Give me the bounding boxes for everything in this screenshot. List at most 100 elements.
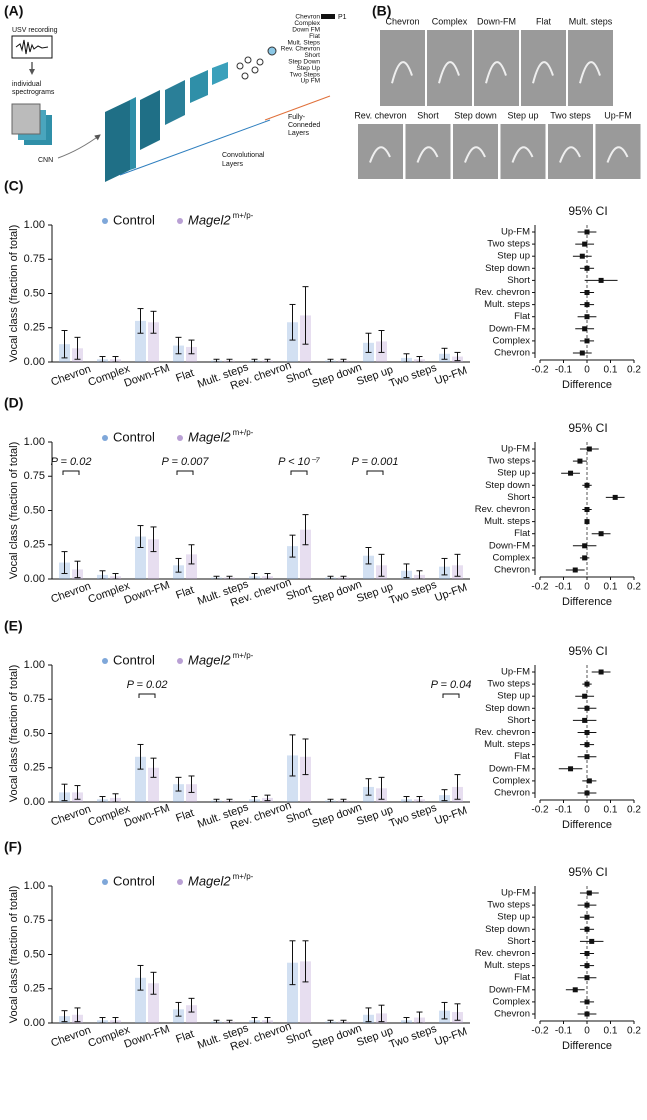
p-value: P = 0.04 (431, 679, 472, 691)
bar (287, 962, 298, 1023)
row-label: Flat (514, 751, 530, 762)
estimate-marker (568, 766, 574, 772)
legend-marker (102, 658, 108, 664)
row-label: Down-FM (489, 984, 530, 995)
example-label: Mult. steps (569, 16, 613, 26)
x-tick-label: Chevron (49, 1024, 92, 1049)
x-tick-label: 0.1 (604, 365, 618, 376)
layer (130, 97, 136, 170)
legend-marker (102, 218, 108, 224)
x-tick-label: 0.2 (627, 805, 641, 816)
bar (300, 756, 311, 802)
row-label: Mult. steps (484, 516, 530, 527)
x-tick-label: Chevron (49, 580, 92, 605)
row-label: Mult. steps (484, 299, 530, 310)
x-tick-label: -0.1 (555, 1026, 573, 1037)
legend-label: Control (113, 652, 155, 667)
example-label: Up-FM (604, 110, 632, 120)
x-tick-label: 0.2 (627, 1026, 641, 1037)
estimate-marker (579, 350, 585, 356)
x-tick-label: Up-FM (433, 805, 469, 828)
row-label: Flat (514, 972, 530, 983)
output-node (267, 46, 277, 56)
row-label: Step up (497, 468, 530, 479)
estimate-marker (584, 290, 590, 295)
estimate-marker (584, 914, 590, 920)
call-trace (532, 61, 554, 84)
row-label: Short (507, 275, 530, 286)
row-label: Rev. chevron (475, 287, 530, 298)
spectrogram-thumb (405, 124, 451, 179)
bar (148, 983, 159, 1023)
bar (148, 539, 159, 579)
estimate-marker (582, 555, 588, 561)
label: CNN (38, 157, 53, 164)
output-label: Chevron (295, 14, 320, 21)
panel-label: (E) (4, 618, 23, 634)
y-axis-label: Vocal class (fraction of total) (8, 225, 20, 363)
spectrogram-thumb (595, 124, 641, 179)
estimate-marker (584, 705, 590, 711)
forest-title: 95% CI (568, 644, 607, 658)
spectrogram (11, 103, 41, 135)
layer (212, 62, 228, 85)
x-tick-label: -0.2 (531, 365, 549, 376)
layer (140, 90, 160, 150)
x-tick-label: -0.1 (555, 805, 573, 816)
y-tick-label: 0.25 (24, 539, 45, 551)
example-label: Chevron (385, 16, 419, 26)
fc-line (264, 95, 331, 121)
call-trace (416, 146, 439, 163)
x-tick-label: -0.1 (555, 365, 573, 376)
row-label: Chevron (494, 565, 530, 576)
spectrogram-thumb (521, 30, 566, 106)
estimate-marker (598, 531, 604, 537)
p-value: P = 0.02 (51, 456, 92, 468)
y-tick-label: 0.25 (24, 762, 45, 774)
row-label: Short (507, 715, 530, 726)
y-tick-label: 0.50 (24, 727, 45, 739)
y-tick-label: 0.75 (24, 253, 45, 265)
estimate-marker (572, 567, 578, 573)
y-tick-label: 0.00 (24, 573, 45, 585)
estimate-marker (584, 730, 590, 735)
estimate-marker (584, 1011, 590, 1017)
legend-marker (177, 879, 183, 885)
y-tick-label: 1.00 (24, 880, 45, 892)
y-tick-label: 0.75 (24, 914, 45, 926)
estimate-marker (598, 277, 604, 283)
layer (105, 100, 130, 182)
estimate-marker (586, 890, 592, 896)
example-label: Two steps (550, 110, 591, 120)
x-tick-label: 0.1 (604, 1026, 618, 1037)
row-label: Up-FM (501, 227, 530, 238)
x-tick-label: 0.1 (604, 582, 618, 593)
x-tick-label: Two steps (388, 362, 439, 390)
estimate-marker (584, 926, 590, 932)
panel-label: (F) (4, 839, 22, 855)
y-axis-label: Vocal class (fraction of total) (8, 665, 20, 803)
row-label: Flat (514, 528, 530, 539)
x-tick-label: Two steps (388, 579, 439, 607)
forest-title: 95% CI (568, 204, 607, 218)
layer (190, 70, 208, 103)
row-label: Chevron (494, 1009, 530, 1020)
row-label: Step down (485, 924, 530, 935)
call-trace (438, 61, 460, 84)
p-value: P = 0.001 (352, 456, 399, 468)
y-tick-label: 0.50 (24, 948, 45, 960)
bar (363, 555, 374, 579)
y-tick-label: 0.50 (24, 287, 45, 299)
waveform-box (11, 35, 53, 59)
p-value: P = 0.02 (127, 679, 168, 691)
row-label: Up-FM (501, 667, 530, 678)
y-tick-label: 0.25 (24, 983, 45, 995)
row-label: Two steps (487, 900, 530, 911)
row-label: Step up (497, 251, 530, 262)
p-value: P < 10⁻⁷ (278, 456, 321, 468)
bar (148, 767, 159, 802)
estimate-marker (612, 494, 618, 500)
y-tick-label: 0.50 (24, 504, 45, 516)
x-tick-label: 0 (584, 365, 590, 376)
output-label: Flat (309, 33, 320, 40)
